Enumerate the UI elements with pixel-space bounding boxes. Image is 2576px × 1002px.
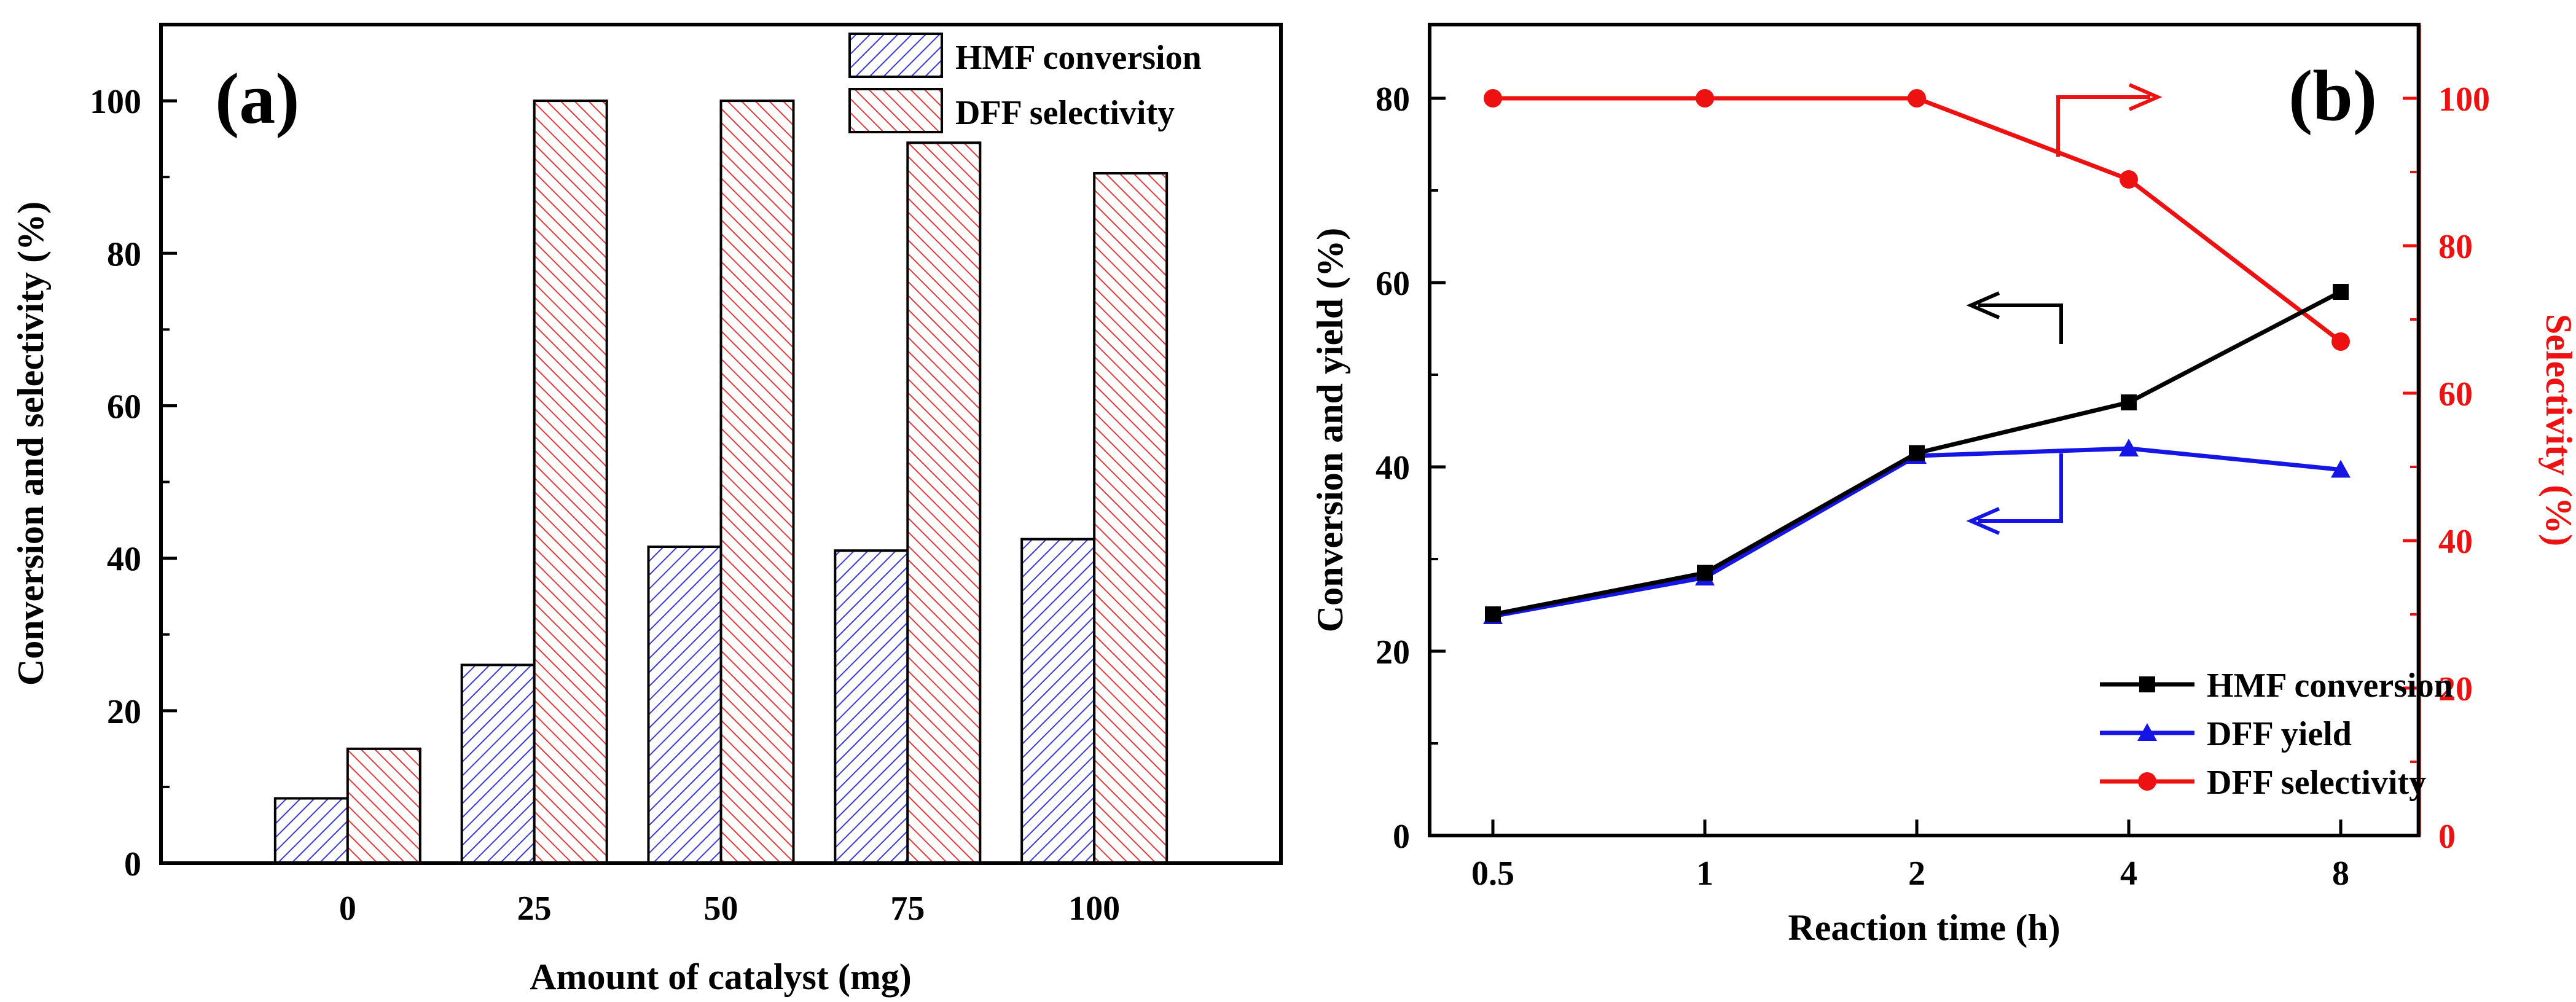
panel-b-arrow-yield-left — [1966, 453, 2063, 535]
panel-a-bar-hmf-conversion-50 — [647, 546, 722, 864]
panel-b-right-y-axis-title: Selectivity (%) — [2539, 314, 2576, 546]
panel-a-legend-swatch-hmf-conversion — [848, 33, 943, 78]
panel-b-point-dff-selectivity-1 — [1696, 89, 1714, 108]
panel-a-bar-hmf-conversion-100 — [1020, 538, 1096, 864]
panel-b-legend-label-hmf-conversion: HMF conversion — [2207, 667, 2453, 705]
panel-b-point-hmf-conversion-8 — [2333, 284, 2349, 300]
panel-a-bars — [273, 100, 1169, 865]
panel-a-y-tick-label-40: 40 — [107, 541, 141, 579]
panel-b-point-dff-selectivity-2 — [1908, 89, 1926, 108]
panel-b-arrow-conversion-left — [1966, 291, 2063, 344]
panel-b-label: (b) — [2288, 55, 2377, 136]
panel-a-x-tick-label-75: 75 — [890, 890, 925, 928]
panel-b-legend-label-dff-selectivity: DFF selectivity — [2207, 764, 2426, 802]
panel-a-bar-dff-selectivity-0 — [346, 747, 421, 865]
panel-b-point-hmf-conversion-0.5 — [1485, 606, 1501, 622]
panel-a-label: (a) — [215, 58, 300, 139]
panel-b-right-y-tick-label-20: 20 — [2438, 670, 2473, 708]
panel-a-x-tick-label-50: 50 — [704, 890, 738, 928]
panel-a-plot-frame — [159, 23, 1283, 865]
panel-b-plot-frame — [1428, 23, 2421, 837]
panel-b-y-tick-label-0: 0 — [1393, 818, 1410, 856]
panel-b-y-tick-label-60: 60 — [1376, 265, 1410, 303]
panel-b-right-y-tick-label-80: 80 — [2438, 228, 2473, 266]
panel-b-right-y-tick-label-60: 60 — [2438, 375, 2473, 413]
panel-b-point-dff-selectivity-8 — [2331, 332, 2350, 351]
panel-a-legend-label-hmf-conversion: HMF conversion — [955, 39, 1202, 77]
panel-a-y-tick-label-0: 0 — [124, 845, 141, 883]
panel-b-x-tick-label-2: 2 — [1908, 855, 1925, 893]
panel-a-x-tick-label-0: 0 — [339, 890, 356, 928]
panel-b-x-tick-label-8: 8 — [2332, 855, 2349, 893]
panel-a-bar-dff-selectivity-75 — [906, 141, 982, 864]
panel-b-legend-marker-dff-yield — [2137, 723, 2157, 741]
panel-b-point-hmf-conversion-2 — [1909, 445, 1925, 461]
panel-b-point-dff-selectivity-0.5 — [1484, 89, 1502, 108]
panel-a-bar-dff-selectivity-25 — [533, 100, 608, 864]
panel-b-x-tick-label-4: 4 — [2120, 855, 2137, 893]
panel-a-y-tick-label-80: 80 — [107, 235, 141, 273]
panel-b-legend: HMF conversion DFF yield DFF selectivity — [2100, 667, 2453, 802]
panel-a-y-tick-label-60: 60 — [107, 388, 141, 426]
panel-b-right-y-tick-label-100: 100 — [2438, 80, 2490, 119]
panel-a-bar-hmf-conversion-0 — [273, 797, 349, 864]
panel-b-y-tick-label-20: 20 — [1376, 633, 1410, 671]
panel-b-right-y-tick-label-0: 0 — [2438, 818, 2456, 856]
panel-b-right-y-tick-label-40: 40 — [2438, 523, 2473, 561]
panel-a-bar-hmf-conversion-25 — [460, 663, 536, 864]
panel-b-point-dff-selectivity-4 — [2120, 170, 2138, 189]
panel-b-y-axis-title: Conversion and yield (%) — [1310, 228, 1350, 632]
panel-a-x-axis-title: Amount of catalyst (mg) — [530, 957, 912, 997]
panel-a-y-axis-title: Conversion and selectivity (%) — [10, 202, 51, 686]
panel-b-line-dff-selectivity — [1493, 96, 2343, 343]
panel-a-legend: HMF conversion DFF selectivity — [848, 33, 1202, 133]
panel-a-legend-label-dff-selectivity: DFF selectivity — [955, 94, 1175, 132]
panel-b-x-axis-title: Reaction time (h) — [1788, 907, 2060, 948]
panel-b-axis-ticks: 0 20 40 60 80 0 20 40 60 80 100 0.5 1 2 4 8 — [1376, 25, 2490, 893]
panel-b-y-tick-label-40: 40 — [1376, 449, 1410, 487]
panel-b-legend-marker-hmf-conversion — [2139, 676, 2155, 692]
panel-b-y-tick-label-80: 80 — [1376, 80, 1410, 119]
panel-a-x-tick-label-100: 100 — [1068, 890, 1120, 928]
panel-b-arrow-selectivity-right — [2056, 83, 2163, 157]
panel-b-x-tick-label-1: 1 — [1696, 855, 1713, 893]
panel-b-legend-label-dff-yield: DFF yield — [2207, 715, 2352, 753]
panel-b-point-dff-yield-4 — [2119, 439, 2139, 456]
panel-b-line-chart: 0 20 40 60 80 0 20 40 60 80 100 0.5 1 2 4 8 (b) Convers… — [1310, 23, 2576, 948]
panel-a-legend-swatch-dff-selectivity — [848, 88, 943, 133]
panel-b-series — [1483, 89, 2351, 624]
panel-a-y-tick-label-20: 20 — [107, 693, 141, 731]
panel-a-y-tick-label-100: 100 — [90, 83, 141, 121]
panel-a-bar-dff-selectivity-100 — [1093, 171, 1169, 864]
panel-a-bar-chart: 0 20 40 60 80 100 0 25 50 75 100 (a) Conversion an… — [10, 23, 1283, 997]
panel-a-bar-hmf-conversion-75 — [834, 549, 909, 865]
panel-b-legend-marker-dff-selectivity — [2138, 772, 2156, 791]
panel-b-x-tick-label-0.5: 0.5 — [1471, 855, 1514, 893]
panel-b-point-dff-yield-8 — [2331, 460, 2351, 478]
panel-b-point-hmf-conversion-1 — [1697, 565, 1713, 581]
panel-a-x-tick-label-25: 25 — [517, 890, 552, 928]
panel-b-point-hmf-conversion-4 — [2121, 394, 2137, 410]
panel-a-axis-ticks: 0 20 40 60 80 100 0 25 50 75 100 — [90, 83, 1120, 928]
panel-a-bar-dff-selectivity-50 — [719, 100, 795, 864]
